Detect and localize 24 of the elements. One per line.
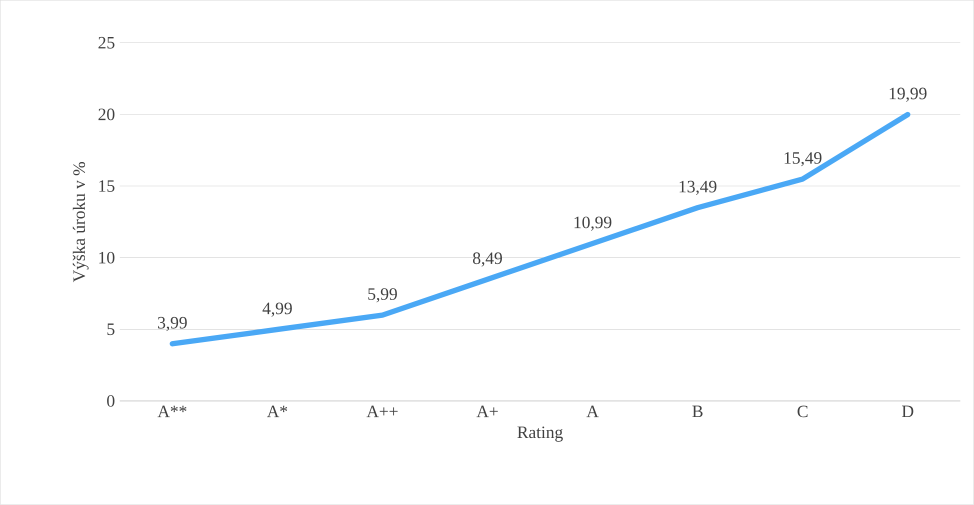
y-tick-label: 15 — [99, 180, 114, 192]
x-tick-label: A++ — [366, 406, 398, 418]
data-label: 10,99 — [574, 216, 612, 231]
y-tick-label: 5 — [107, 324, 114, 336]
x-axis-title: Rating — [517, 426, 563, 442]
data-label: 5,99 — [368, 288, 397, 303]
y-tick-label: 10 — [99, 252, 114, 264]
y-tick-label: 20 — [98, 108, 114, 120]
data-label: 4,99 — [262, 302, 292, 317]
data-label: 13,49 — [680, 180, 716, 196]
x-tick-label: A* — [266, 406, 288, 418]
data-label: 3,99 — [158, 317, 187, 332]
y-tick-label: 25 — [98, 37, 114, 49]
data-label: 15,49 — [784, 152, 822, 166]
x-tick-label: D — [902, 406, 914, 418]
y-tick-label: 0 — [107, 395, 114, 407]
x-tick-label: A — [586, 406, 599, 418]
x-tick-label: C — [798, 406, 808, 418]
x-tick-label: B — [692, 406, 703, 418]
x-tick-label: A+ — [476, 406, 498, 418]
y-axis-title: Výška úroku v % — [72, 162, 89, 282]
data-label: 19,99 — [890, 88, 927, 102]
x-tick-label: A** — [158, 406, 186, 418]
data-label: 8,49 — [473, 252, 502, 267]
